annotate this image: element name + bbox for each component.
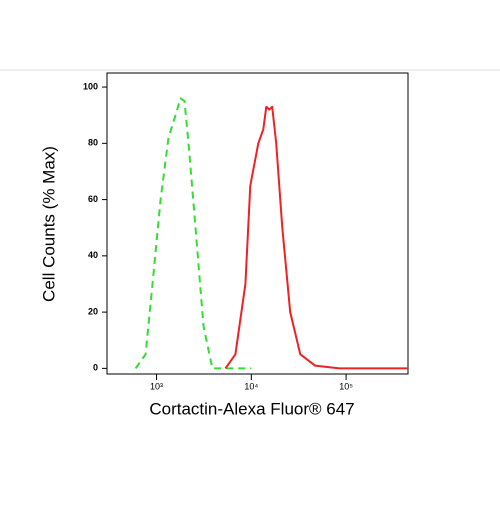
x-tick-label: 10⁴	[244, 381, 258, 391]
y-tick-label: 60	[88, 194, 98, 204]
x-tick-label: 10⁵	[339, 381, 353, 391]
y-tick-label: 20	[88, 306, 98, 316]
x-axis-label: Cortactin-Alexa Fluor® 647	[149, 399, 354, 418]
y-tick-label: 0	[93, 363, 98, 373]
y-tick-label: 100	[83, 81, 98, 91]
series-line	[224, 105, 408, 370]
y-axis-label: Cell Counts (% Max)	[39, 146, 58, 302]
y-tick-label: 80	[88, 138, 98, 148]
plot-frame	[106, 72, 409, 375]
series-line	[134, 97, 252, 370]
y-tick-label: 40	[88, 250, 98, 260]
x-tick-label: 10³	[150, 381, 163, 391]
